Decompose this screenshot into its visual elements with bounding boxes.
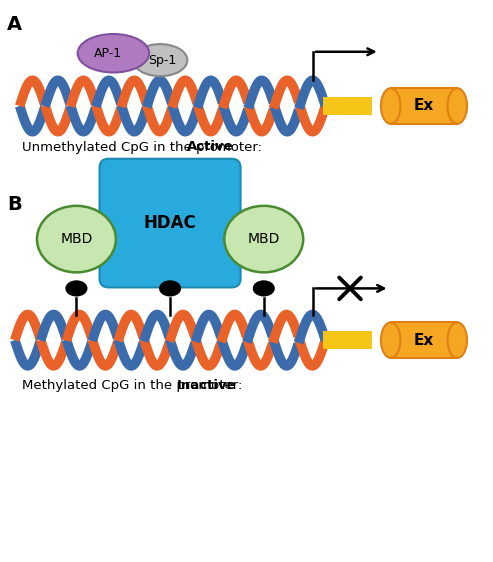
Bar xyxy=(391,88,458,124)
Ellipse shape xyxy=(381,323,400,358)
Text: Sp-1: Sp-1 xyxy=(148,53,177,67)
Text: HDAC: HDAC xyxy=(144,214,196,232)
Ellipse shape xyxy=(133,44,187,76)
Bar xyxy=(391,323,458,358)
Ellipse shape xyxy=(381,88,400,124)
Ellipse shape xyxy=(37,206,116,273)
Ellipse shape xyxy=(224,206,303,273)
Bar xyxy=(323,97,372,115)
Text: MBD: MBD xyxy=(247,232,280,246)
Ellipse shape xyxy=(78,34,149,72)
Text: Methylated CpG in the promoter:: Methylated CpG in the promoter: xyxy=(22,379,247,392)
Text: Unmethylated CpG in the promoter:: Unmethylated CpG in the promoter: xyxy=(22,140,266,153)
Text: MBD: MBD xyxy=(60,232,93,246)
Text: B: B xyxy=(7,194,22,214)
Ellipse shape xyxy=(66,281,87,296)
Text: A: A xyxy=(7,15,23,34)
Bar xyxy=(323,331,372,349)
Ellipse shape xyxy=(160,281,180,296)
Text: Active: Active xyxy=(186,140,233,153)
Text: Ex: Ex xyxy=(414,98,434,114)
Text: Inactive: Inactive xyxy=(177,379,237,392)
Text: AP-1: AP-1 xyxy=(94,47,123,60)
FancyBboxPatch shape xyxy=(100,158,241,287)
Ellipse shape xyxy=(253,281,274,296)
Ellipse shape xyxy=(448,88,467,124)
Text: Ex: Ex xyxy=(414,333,434,348)
Ellipse shape xyxy=(448,323,467,358)
